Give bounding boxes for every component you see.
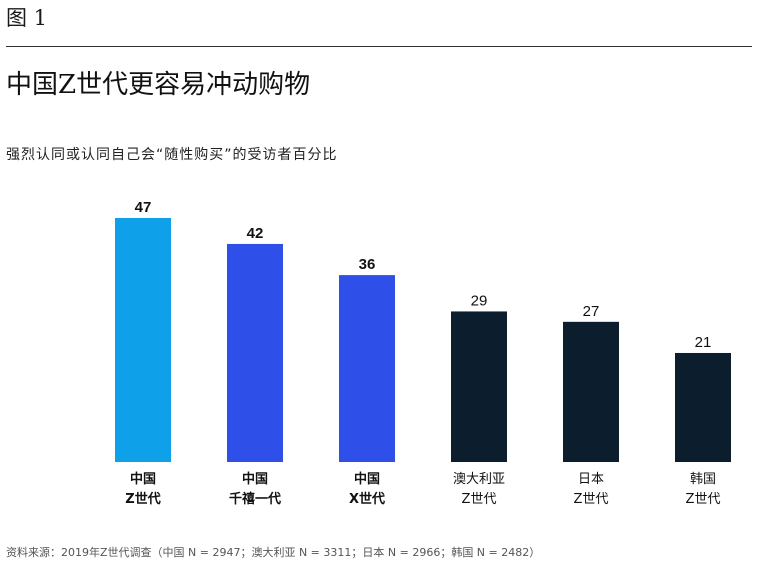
category-label-5-line-2: Z世代	[574, 492, 609, 507]
category-label-3-line-2: X世代	[349, 491, 385, 507]
value-label-5: 27	[583, 303, 600, 320]
value-label-1: 47	[135, 199, 152, 216]
category-label-1-line-1: 中国	[130, 471, 156, 487]
chart-title: 中国Z世代更容易冲动购物	[6, 70, 311, 100]
bar-1	[115, 218, 171, 462]
value-label-4: 29	[471, 292, 488, 309]
value-label-6: 21	[695, 334, 712, 351]
category-label-4-line-2: Z世代	[462, 492, 497, 507]
source-note: 资料来源：2019年Z世代调查（中国 N = 2947；澳大利亚 N = 331…	[6, 546, 541, 559]
category-label-3-line-1: 中国	[354, 471, 380, 487]
bar-3	[339, 275, 395, 462]
figure-label: 图 1	[6, 6, 48, 30]
category-label-1-line-2: Z世代	[125, 491, 160, 507]
value-label-2: 42	[247, 225, 264, 242]
bar-5	[563, 321, 619, 462]
category-label-5-line-1: 日本	[578, 472, 604, 487]
category-label-2-line-2: 千禧一代	[229, 491, 281, 507]
value-label-3: 36	[359, 256, 376, 273]
bar-2	[227, 243, 283, 462]
category-label-2-line-1: 中国	[242, 471, 268, 487]
category-label-6-line-2: Z世代	[686, 492, 721, 507]
chart-subtitle: 强烈认同或认同自己会“随性购买”的受访者百分比	[6, 147, 338, 163]
category-label-4-line-1: 澳大利亚	[453, 471, 505, 487]
bar-4	[451, 311, 507, 462]
category-label-6-line-1: 韩国	[690, 472, 716, 487]
bar-6	[675, 352, 731, 462]
header-rule	[6, 46, 752, 47]
